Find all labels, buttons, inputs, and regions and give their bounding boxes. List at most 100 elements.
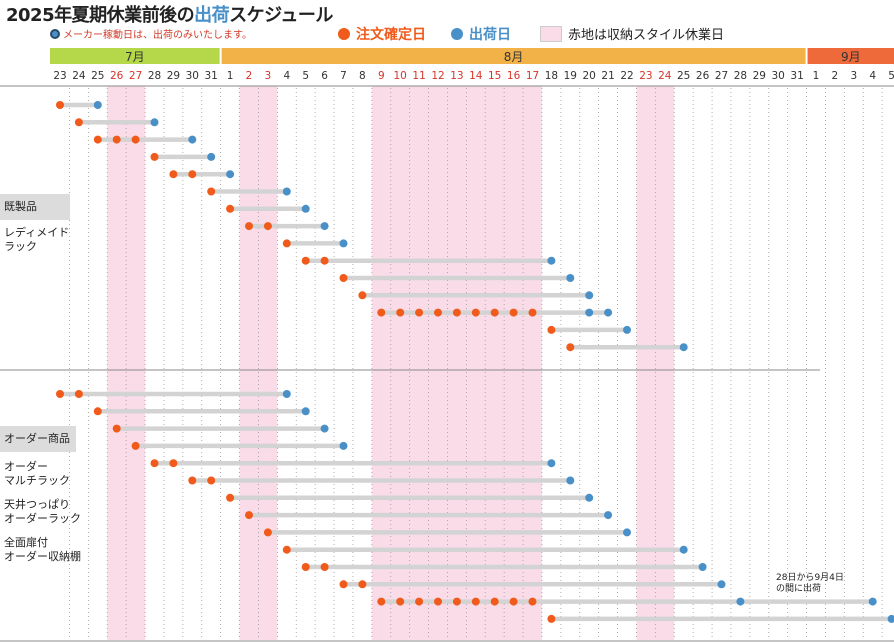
readymade-ship-dot-9-0 <box>547 256 556 265</box>
order-order-dot-12-4 <box>452 597 461 606</box>
order-order-dot-12-6 <box>490 597 499 606</box>
order-ship-dot-11-0 <box>717 580 726 589</box>
day-label-12: 4 <box>283 70 290 82</box>
day-label-16: 8 <box>359 70 366 82</box>
day-label-15: 7 <box>340 70 347 82</box>
order-dot-icon <box>338 28 350 40</box>
legend-order-label: 注文確定日 <box>356 27 426 43</box>
readymade-order-dot-2-2 <box>131 135 140 144</box>
order-ship-dot-6-0 <box>585 493 594 502</box>
readymade-ship-dot-2-0 <box>188 135 197 144</box>
day-label-7: 30 <box>186 70 199 82</box>
readymade-order-dot-1-0 <box>74 118 83 127</box>
day-label-39: 31 <box>790 70 803 82</box>
legend-ship-label: 出荷日 <box>469 27 511 43</box>
order-header: オーダー商品 <box>0 426 76 452</box>
month-bar-0 <box>50 48 220 64</box>
readymade-order-dot-12-2 <box>415 308 424 317</box>
readymade-order-dot-7-1 <box>263 222 272 231</box>
title-suffix: スケジュール <box>229 5 333 26</box>
day-label-21: 13 <box>450 70 463 82</box>
maker-note-text: メーカー稼動日は、出荷のみいたします。 <box>63 30 252 41</box>
order-order-dot-5-0 <box>188 476 197 485</box>
readymade-ship-dot-13-0 <box>623 325 631 334</box>
day-label-44: 5 <box>888 70 894 82</box>
readymade-ship-dot-1-0 <box>150 118 159 127</box>
readymade-order-dot-6-0 <box>226 204 235 213</box>
day-label-9: 1 <box>227 70 234 82</box>
order-order-dot-11-0 <box>339 580 348 589</box>
readymade-sub: レディメイド ラック <box>4 226 70 253</box>
day-label-36: 28 <box>734 70 747 82</box>
day-label-11: 3 <box>265 70 272 82</box>
order-order-dot-4-1 <box>169 459 178 468</box>
ship-dot-icon <box>451 28 463 40</box>
order-order-dot-12-8 <box>528 597 537 606</box>
order-ship-dot-12-1 <box>868 597 877 606</box>
day-label-4: 27 <box>129 70 142 82</box>
day-label-0: 23 <box>53 70 66 82</box>
readymade-ship-dot-12-0 <box>585 308 594 317</box>
order-order-dot-12-1 <box>396 597 405 606</box>
order-ship-dot-8-0 <box>623 528 631 537</box>
legend-holiday: 赤地は収納スタイル休業日 <box>540 24 724 43</box>
readymade-ship-dot-8-0 <box>339 239 348 248</box>
month-label-2: 9月 <box>841 50 861 64</box>
order-ship-dot-13-0 <box>887 614 894 623</box>
order-ship-dot-10-0 <box>698 563 707 571</box>
readymade-ship-dot-12-1 <box>604 308 613 317</box>
maker-note: メーカー稼動日は、出荷のみいたします。 <box>50 26 252 41</box>
order-ship-dot-5-0 <box>566 476 575 485</box>
order-sub-tension: 天井つっぱり オーダーラック <box>4 498 81 525</box>
readymade-order-dot-12-0 <box>377 308 386 317</box>
title-highlight: 出荷 <box>194 5 230 26</box>
readymade-ship-dot-4-0 <box>226 170 235 179</box>
day-label-6: 29 <box>167 70 180 82</box>
order-ship-dot-0-0 <box>282 390 291 398</box>
day-label-40: 1 <box>813 70 820 82</box>
readymade-order-dot-2-1 <box>112 135 121 144</box>
day-label-37: 29 <box>753 70 766 82</box>
readymade-order-dot-12-1 <box>396 308 405 317</box>
day-label-41: 2 <box>832 70 839 82</box>
day-label-17: 9 <box>378 70 385 82</box>
readymade-order-dot-14-0 <box>566 343 575 352</box>
readymade-ship-dot-5-0 <box>282 187 291 196</box>
readymade-order-dot-3-0 <box>150 152 159 161</box>
month-label-0: 7月 <box>125 50 145 64</box>
holiday-swatch-icon <box>540 25 562 42</box>
order-order-dot-10-0 <box>301 563 310 571</box>
order-order-dot-12-5 <box>471 597 480 606</box>
day-label-32: 24 <box>658 70 672 82</box>
day-label-19: 11 <box>412 70 425 82</box>
title-prefix: 2025年夏期休業前後の <box>6 5 195 26</box>
month-bar-2 <box>807 48 894 64</box>
day-label-13: 5 <box>302 70 309 82</box>
day-label-34: 26 <box>696 70 710 82</box>
holiday-band-2 <box>371 86 542 640</box>
readymade-order-dot-12-6 <box>490 308 499 317</box>
order-order-dot-0-0 <box>56 390 64 398</box>
readymade-order-dot-4-0 <box>169 170 178 179</box>
day-label-8: 31 <box>205 70 218 82</box>
order-ship-dot-9-0 <box>679 545 688 554</box>
day-label-30: 22 <box>620 70 633 82</box>
day-label-5: 28 <box>148 70 161 82</box>
day-label-29: 21 <box>601 70 614 82</box>
readymade-ship-dot-3-0 <box>207 152 216 161</box>
day-label-27: 19 <box>564 70 577 82</box>
readymade-order-dot-7-0 <box>245 222 253 231</box>
readymade-order-dot-5-0 <box>207 187 216 196</box>
day-label-1: 24 <box>72 70 86 82</box>
order-order-dot-13-0 <box>547 614 556 623</box>
readymade-header: 既製品 <box>0 194 70 220</box>
day-label-25: 17 <box>526 70 539 82</box>
readymade-order-dot-12-7 <box>509 308 518 317</box>
order-order-dot-2-0 <box>112 424 121 433</box>
readymade-order-dot-13-0 <box>547 325 556 334</box>
day-label-14: 6 <box>321 70 328 82</box>
readymade-order-dot-8-0 <box>282 239 291 248</box>
legend-holiday-label: 赤地は収納スタイル休業日 <box>568 28 725 43</box>
readymade-order-dot-0-0 <box>56 101 64 109</box>
